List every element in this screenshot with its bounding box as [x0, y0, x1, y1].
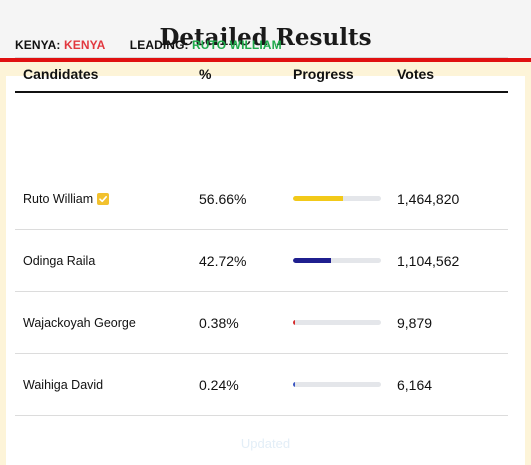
table-header-divider	[15, 91, 508, 93]
progress-fill	[293, 382, 295, 387]
candidate-name: Wajackoyah George	[23, 315, 136, 330]
candidate-name: Waihiga David	[23, 377, 104, 392]
table-row: Wajackoyah George 0.38% 9,879	[15, 292, 508, 354]
candidate-name: Ruto William	[23, 191, 94, 206]
check-badge-icon	[97, 192, 110, 205]
column-header-candidates: Candidates	[23, 66, 99, 82]
candidate-percent: 56.66%	[199, 190, 247, 207]
results-card	[6, 76, 525, 465]
progress-bar	[293, 320, 381, 325]
header-divider	[0, 58, 531, 62]
column-header-percent: %	[199, 66, 212, 82]
progress-bar	[293, 196, 381, 201]
candidate-name: Odinga Raila	[23, 253, 96, 268]
candidate-votes: 1,464,820	[397, 190, 460, 207]
results-meta: KENYA: KENYA LEADING: RUTO WILLIAM	[15, 38, 282, 52]
candidate-percent: 0.24%	[199, 376, 239, 393]
page-title: Detailed Results	[159, 24, 372, 51]
candidate-percent: 0.38%	[199, 314, 239, 331]
candidate-percent: 42.72%	[199, 252, 247, 269]
table-top-divider	[15, 57, 508, 58]
progress-bar	[293, 382, 381, 387]
country-label: KENYA:	[15, 38, 61, 52]
table-row: Odinga Raila 42.72% 1,104,562	[15, 230, 508, 292]
leading-value: RUTO WILLIAM	[192, 38, 282, 52]
candidate-votes: 6,164	[397, 376, 433, 393]
column-header-progress: Progress	[293, 66, 354, 82]
updated-label: Updated	[240, 436, 291, 451]
results-panel	[0, 62, 531, 465]
column-header-votes: Votes	[397, 66, 435, 82]
progress-fill	[293, 320, 295, 325]
table-row: Waihiga David 0.24% 6,164	[15, 354, 508, 416]
candidate-votes: 1,104,562	[397, 252, 460, 269]
table-row: Ruto William 56.66% 1,464,820	[15, 168, 508, 230]
candidate-votes: 9,879	[397, 314, 433, 331]
progress-fill	[293, 196, 343, 201]
country-value: KENYA	[63, 38, 105, 52]
progress-fill	[293, 258, 331, 263]
leading-label: LEADING:	[129, 38, 189, 52]
progress-bar	[293, 258, 381, 263]
header-band	[0, 0, 531, 58]
